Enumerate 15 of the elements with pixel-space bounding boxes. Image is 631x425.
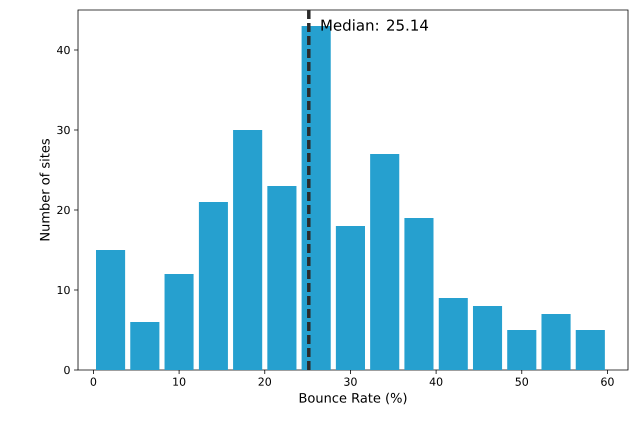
y-tick-label: 40 <box>57 46 70 54</box>
y-axis-title: Number of sites <box>40 139 50 240</box>
x-tick-label: 60 <box>601 378 614 386</box>
y-tick-label: 0 <box>64 366 70 374</box>
x-tick-label: 50 <box>516 378 528 386</box>
y-tick-label: 30 <box>57 126 70 134</box>
x-tick-label: 0 <box>90 378 96 386</box>
x-tick-label: 10 <box>173 378 186 386</box>
y-tick-label: 20 <box>57 206 70 214</box>
y-tick-label: 10 <box>58 286 70 294</box>
x-tick-label: 30 <box>344 378 357 386</box>
x-tick-label: 20 <box>258 378 272 386</box>
x-axis-title: Bounce Rate (%) <box>300 392 406 404</box>
x-tick-label: 40 <box>430 378 442 386</box>
ref-line-label: Median: 25.14 <box>321 19 428 31</box>
